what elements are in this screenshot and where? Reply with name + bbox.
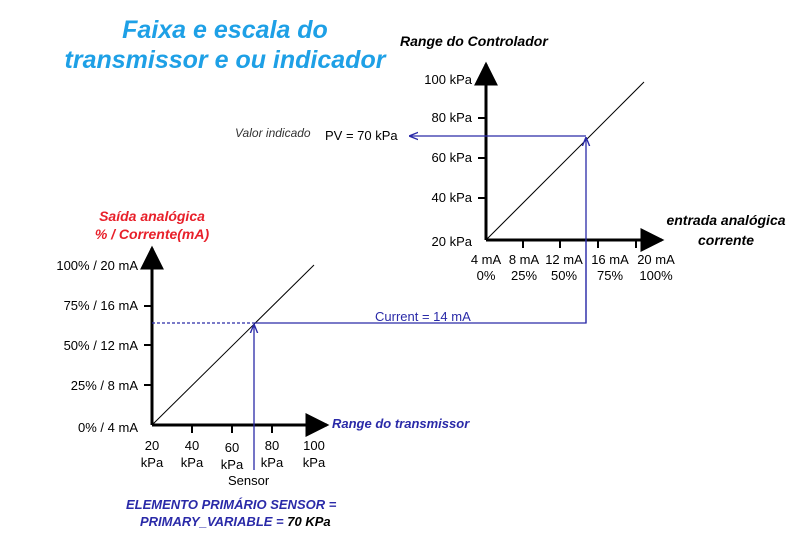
controller-transfer-line [485,81,645,241]
transmitter-x-tick-unit: kPa [260,455,284,470]
transmitter-y-tick-label: 0% / 4 mA [78,420,138,435]
controller-y-tick-label: 20 kPa [431,234,472,249]
current-flow-line [254,138,586,324]
controller-x-tick-pct: 50% [550,268,578,283]
transmitter-transfer-line [151,264,315,426]
controller-y-tick-label: 80 kPa [431,110,472,125]
controller-x-tick-pct: 0% [476,268,496,283]
transmitter-y-tick-label: 100% / 20 mA [56,258,138,273]
controller-x-tick-ma: 8 mA [508,252,540,267]
pv-value-text: PV = 70 kPa [325,128,398,143]
controller-x-tick-ma: 16 mA [591,252,629,267]
controller-y-tick-label: 100 kPa [424,72,472,87]
controller-y-tick-label: 40 kPa [431,190,472,205]
controller-x-tick-ma: 12 mA [545,252,583,267]
controller-y-tick-marks [478,79,486,199]
controller-y-tick-label: 60 kPa [431,150,472,165]
controller-x-axis-label-2: corrente [697,232,755,248]
indicated-value-label: Valor indicado [235,126,311,140]
transmitter-x-tick-value: 100 [303,438,325,453]
current-value-text: Current = 14 mA [375,309,471,324]
controller-x-axis-label-1: entrada analógica [666,212,786,228]
page-title-line-2: transmissor e ou indicador [64,46,386,74]
transmitter-x-tick-value: 40 [184,438,200,453]
transmitter-x-tick-unit: kPa [302,455,326,470]
sensor-label: Sensor [228,473,270,488]
page-title-line-1: Faixa e escala do [122,16,328,44]
transmitter-x-tick-unit: kPa [180,455,204,470]
controller-x-tick-pct: 25% [510,268,538,283]
transmitter-x-tick-value: 60 [224,440,240,455]
footer-line-2-prefix: PRIMARY_VARIABLE = [140,514,288,529]
transmitter-y-title-2: % / Corrente(mA) [94,226,210,242]
controller-x-tick-pct: 75% [596,268,624,283]
transmitter-x-tick-unit: kPa [220,457,244,472]
transmitter-y-title-1: Saída analógica [99,208,205,224]
transmitter-x-axis-label: Range do transmissor [332,416,470,431]
transmitter-y-tick-label: 25% / 8 mA [70,378,138,393]
transmitter-x-tick-value: 80 [264,438,280,453]
footer-line-2: PRIMARY_VARIABLE = 70 KPa [140,514,331,529]
footer-line-2-value: 70 KPa [287,514,331,529]
transmitter-y-tick-marks [144,265,152,386]
transmitter-y-tick-label: 75% / 16 mA [63,298,138,313]
controller-title: Range do Controlador [400,33,548,49]
controller-x-tick-ma: 4 mA [470,252,502,267]
footer-line-1: ELEMENTO PRIMÁRIO SENSOR = [126,497,337,512]
controller-x-tick-ma: 20 mA [637,252,675,267]
controller-x-tick-pct: 100% [639,268,673,283]
transmitter-x-tick-value: 20 [144,438,160,453]
transmitter-x-tick-unit: kPa [140,455,164,470]
transmitter-y-tick-label: 50% / 12 mA [63,338,138,353]
transmitter-x-tick-marks [191,425,313,433]
controller-x-tick-marks [522,240,637,248]
